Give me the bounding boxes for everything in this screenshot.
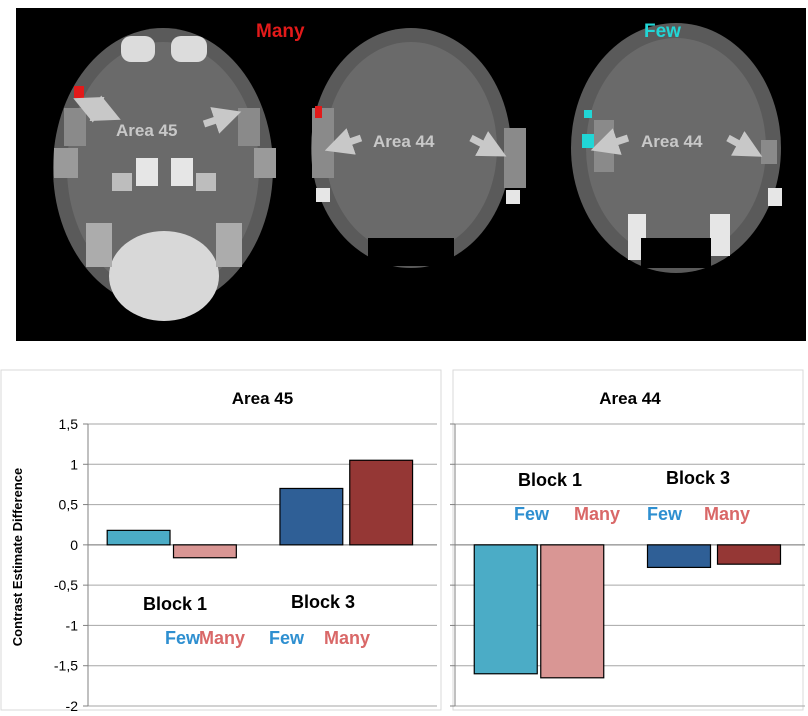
bar-block-3-few <box>279 487 344 546</box>
bar-block-1-many <box>540 544 605 679</box>
bar-block-1-few <box>473 544 538 675</box>
axial-slice <box>53 28 276 321</box>
bar-block-3-few <box>646 544 712 569</box>
few-label: Few <box>644 21 681 42</box>
few-label: Few <box>269 628 305 648</box>
block-3-label: Block 3 <box>291 592 355 612</box>
coronal-slice-2 <box>571 23 782 273</box>
chart-frame-1 <box>0 369 442 711</box>
y-tick-label: -1,5 <box>54 658 78 674</box>
charts-svg: Area 45 Area 44 -2 -1,5 -1 -0,5 0 0,5 1 1,5 Contra… <box>0 369 805 714</box>
bar-block-1-many <box>172 544 237 559</box>
few-label: Few <box>647 504 683 524</box>
many-label: Many <box>256 21 305 42</box>
many-label: Many <box>199 628 245 648</box>
y-tick-label: 0 <box>70 537 78 553</box>
y-tick-label: 1 <box>70 456 78 472</box>
brain-image-panel: Area 45 Area 44 Area 44 Many Few <box>16 8 806 341</box>
many-label: Many <box>574 504 620 524</box>
brain-slices-image: Area 45 Area 44 Area 44 Many Few <box>53 21 782 321</box>
few-label: Few <box>514 504 550 524</box>
bar-block-1-few <box>106 529 171 546</box>
area-44-label-2: Area 44 <box>641 132 703 151</box>
few-label: Few <box>165 628 201 648</box>
area-45-label: Area 45 <box>116 121 177 140</box>
bar-block-3-many <box>349 459 414 546</box>
y-tick-label: -2 <box>66 698 79 711</box>
bar-charts: Area 45 Area 44 -2 -1,5 -1 -0,5 0 0,5 1 1,5 Contra… <box>0 350 808 714</box>
many-label: Many <box>324 628 370 648</box>
y-tick-label: 1,5 <box>59 416 79 432</box>
y-axis-label: Contrast Estimate Difference <box>10 468 25 646</box>
area-44-label-1: Area 44 <box>373 132 435 151</box>
many-label: Many <box>704 504 750 524</box>
y-tick-label: 0,5 <box>59 497 79 513</box>
y-tick-label: -0,5 <box>54 577 78 593</box>
block-3-label: Block 3 <box>666 468 730 488</box>
area-arrows <box>73 95 763 157</box>
coronal-slice-1 <box>311 28 526 268</box>
chart-title-1: Area 45 <box>232 389 293 408</box>
y-tick-label: -1 <box>66 617 79 633</box>
chart-frame-2 <box>452 369 804 711</box>
chart-title-2: Area 44 <box>599 389 661 408</box>
block-1-label: Block 1 <box>518 470 582 490</box>
block-1-label: Block 1 <box>143 594 207 614</box>
bar-block-3-many <box>716 544 782 565</box>
